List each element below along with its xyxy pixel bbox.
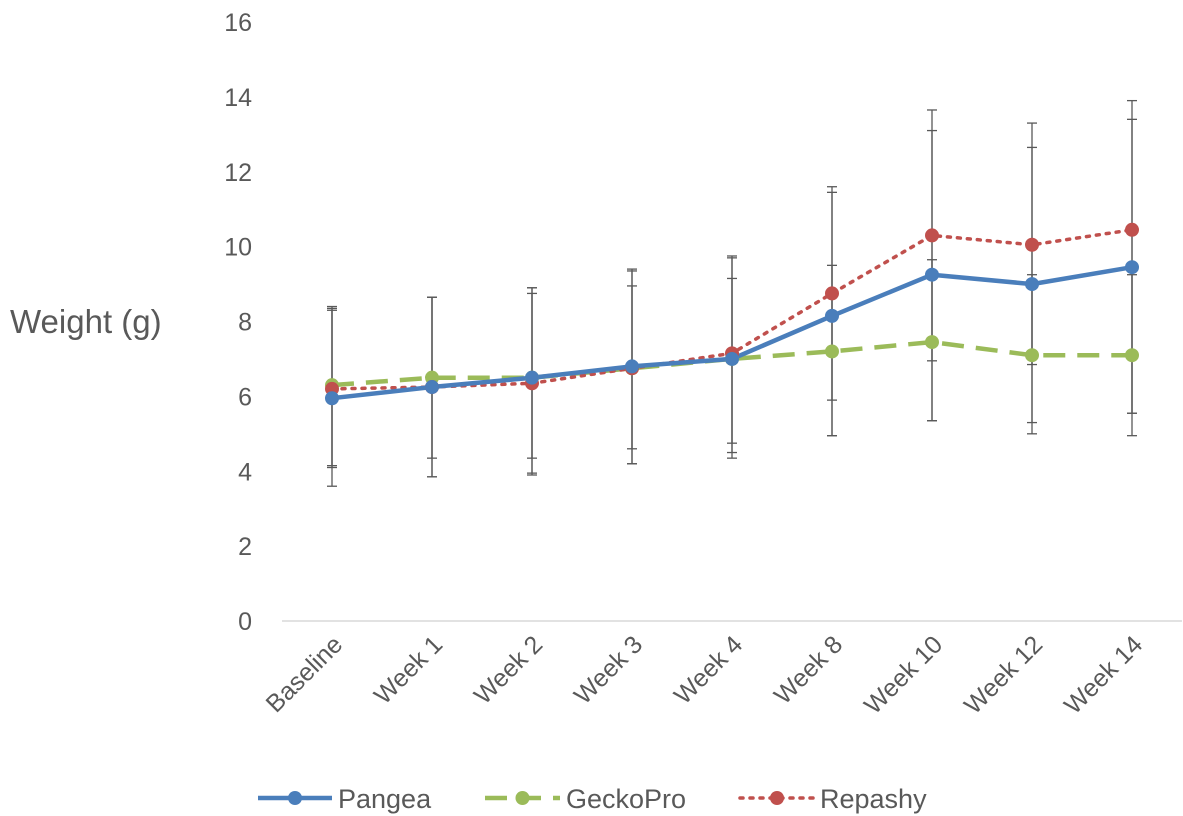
- y-tick-label: 10: [224, 234, 252, 262]
- data-point-pangea: [825, 308, 839, 323]
- data-point-pangea: [1125, 260, 1139, 275]
- data-point-pangea: [425, 380, 439, 395]
- y-tick-label: 6: [238, 383, 252, 411]
- legend: Pangea GeckoPro Repashy: [258, 784, 927, 814]
- data-point-repashy: [1125, 222, 1139, 237]
- x-tick-labels: Baseline Week 1 Week 2 Week 3 Week 4 Week 8 We…: [261, 630, 1149, 719]
- series-points: [325, 222, 1139, 406]
- data-point-repashy: [825, 286, 839, 301]
- data-point-geckopro: [925, 335, 939, 350]
- data-point-repashy: [1025, 237, 1039, 252]
- y-tick-label: 14: [224, 84, 252, 112]
- data-point-repashy: [925, 228, 939, 243]
- x-tick-label: Week 2: [469, 630, 548, 709]
- legend-marker-repashy: [770, 791, 784, 805]
- y-tick-label: 0: [238, 608, 252, 636]
- y-axis-title: Weight (g): [10, 303, 162, 340]
- y-tick-label: 12: [224, 159, 252, 187]
- x-tick-label: Week 12: [959, 630, 1048, 719]
- x-tick-label: Week 4: [669, 630, 748, 709]
- data-point-pangea: [325, 391, 339, 406]
- data-point-pangea: [625, 359, 639, 374]
- y-tick-labels: 0 2 4 6 8 10 12 14 16: [224, 9, 252, 636]
- legend-marker-geckopro: [515, 791, 530, 805]
- data-point-pangea: [925, 267, 939, 282]
- x-tick-label: Week 14: [1059, 630, 1148, 719]
- data-point-geckopro: [1125, 348, 1139, 363]
- data-point-geckopro: [1025, 348, 1039, 363]
- legend-label-repashy: Repashy: [820, 784, 927, 814]
- y-tick-label: 16: [224, 9, 252, 37]
- legend-label-geckopro: GeckoPro: [566, 784, 686, 814]
- x-tick-label: Week 10: [859, 630, 948, 719]
- data-point-pangea: [725, 351, 739, 366]
- y-tick-label: 2: [238, 533, 252, 561]
- data-point-pangea: [1025, 277, 1039, 292]
- legend-marker-pangea: [288, 791, 302, 805]
- x-tick-label: Week 3: [569, 630, 648, 709]
- error-bars: [327, 99, 1137, 487]
- x-tick-label: Week 8: [769, 630, 848, 709]
- data-point-pangea: [525, 370, 539, 385]
- x-tick-label: Week 1: [369, 630, 448, 709]
- y-tick-label: 8: [238, 309, 252, 337]
- y-tick-label: 4: [238, 458, 252, 486]
- x-tick-label: Baseline: [261, 630, 349, 718]
- legend-label-pangea: Pangea: [338, 784, 432, 814]
- data-point-geckopro: [825, 344, 839, 359]
